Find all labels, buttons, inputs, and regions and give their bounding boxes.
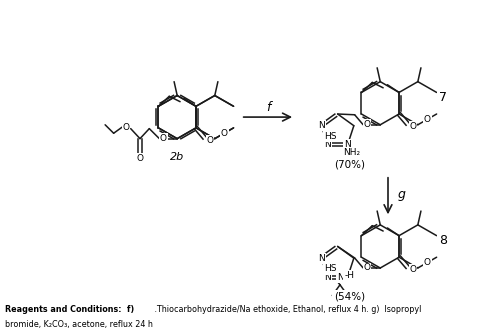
Text: Reagents and Conditions:  f): Reagents and Conditions: f) (5, 305, 134, 314)
Text: N: N (324, 273, 331, 282)
Text: .Thiocarbohydrazide/Na ethoxide, Ethanol, reflux 4 h. g)  Isopropyl: .Thiocarbohydrazide/Na ethoxide, Ethanol… (152, 305, 422, 314)
Text: O: O (206, 136, 214, 145)
Text: f: f (266, 101, 270, 114)
Text: (54%): (54%) (334, 292, 365, 302)
Text: O: O (410, 122, 416, 131)
Text: 2b: 2b (170, 152, 184, 162)
Text: O: O (136, 154, 143, 163)
Text: NH₂: NH₂ (343, 149, 360, 158)
Text: O: O (160, 134, 167, 143)
Text: HS: HS (324, 132, 337, 141)
Text: N: N (324, 140, 331, 149)
Text: N: N (344, 140, 351, 149)
Text: (70%): (70%) (334, 160, 365, 170)
Text: N: N (318, 121, 325, 130)
Text: -H: -H (344, 271, 354, 280)
Text: g: g (398, 188, 405, 201)
Text: O: O (424, 258, 430, 267)
Text: N: N (337, 273, 344, 282)
Text: 8: 8 (438, 234, 446, 247)
Text: O: O (122, 123, 130, 132)
Text: HS: HS (324, 264, 337, 273)
Text: N: N (344, 273, 351, 282)
Text: N: N (318, 254, 325, 263)
Text: 7: 7 (438, 91, 446, 104)
Text: bromide, K₂CO₃, acetone, reflux 24 h: bromide, K₂CO₃, acetone, reflux 24 h (5, 320, 153, 329)
Text: O: O (364, 120, 370, 129)
Text: O: O (410, 265, 416, 274)
Text: O: O (364, 264, 370, 273)
Text: O: O (424, 115, 430, 124)
Text: O: O (220, 129, 228, 138)
